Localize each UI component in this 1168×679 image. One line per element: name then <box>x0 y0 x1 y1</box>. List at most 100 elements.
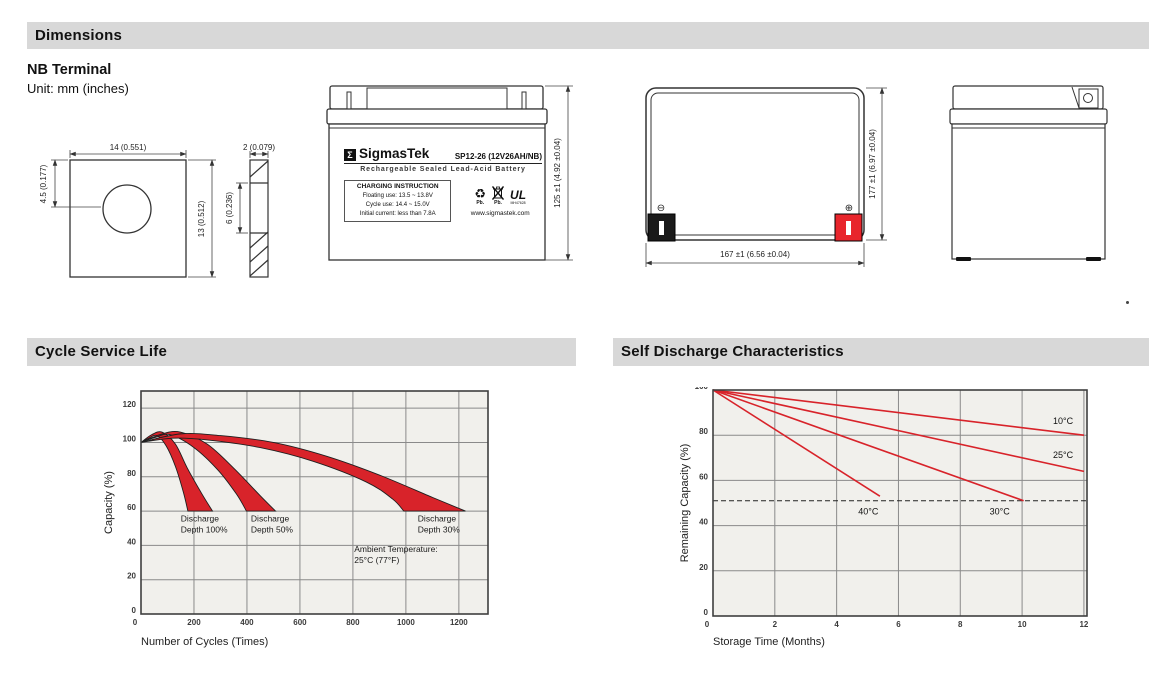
terminal-depth-dim: 6 (0.236) <box>225 192 234 224</box>
x-tick-label: 10 <box>1018 620 1027 629</box>
y-tick-label: 100 <box>695 387 709 391</box>
x-axis-title: Storage Time (Months) <box>713 636 825 648</box>
battery-depth-dim: 177 ±1 (6.97 ±0.04) <box>868 129 877 199</box>
x-tick-label: 6 <box>896 620 901 629</box>
charging-line: Initial current: less than 7.8A <box>359 211 436 218</box>
y-tick-label: 100 <box>123 434 137 443</box>
series-line <box>712 389 1085 436</box>
y-tick-label: 20 <box>127 572 136 581</box>
terminal-front-view <box>69 159 187 278</box>
grid <box>713 390 1087 616</box>
self-discharge-chart: 10°C 25°C 30°C 40°C 0 2 4 6 8 10 12 0 20 40 60 80 100 Sto… <box>650 382 1110 664</box>
unit-note: Unit: mm (inches) <box>27 81 129 96</box>
charging-instruction-title: CHARGING INSTRUCTION <box>356 182 439 190</box>
model-number: SP12-26 (12V26AH/NB) <box>454 151 542 161</box>
chart-annotation: 25°C (77°F) <box>354 555 399 565</box>
x-tick-label: 400 <box>240 618 254 627</box>
y-tick-label: 60 <box>127 503 136 512</box>
series-line <box>712 389 1085 473</box>
x-tick-label: 4 <box>834 620 839 629</box>
x-tick-label: 1200 <box>450 618 468 627</box>
discharge-band-1 <box>140 431 277 512</box>
battery-side-view <box>949 85 1108 261</box>
series-line <box>712 389 1024 502</box>
x-tick-label: 8 <box>958 620 963 629</box>
series-label: 25°C <box>1053 450 1074 460</box>
charging-line: Floating use: 13.5 ~ 13.8V <box>362 192 433 199</box>
cycle-life-chart: Discharge Depth 100% Discharge Depth 50% Dis… <box>100 387 530 664</box>
label-detail-row: CHARGING INSTRUCTION Floating use: 13.5 … <box>344 179 542 223</box>
y-tick-label: 0 <box>704 608 709 617</box>
y-axis-title: Remaining Capacity (%) <box>679 444 691 563</box>
y-tick-label: 40 <box>699 518 708 527</box>
terminal-hole-offset-dim: 4.5 (0.177) <box>39 164 48 203</box>
x-tick-label: 600 <box>293 618 307 627</box>
chart2-svg: 10°C 25°C 30°C 40°C 0 2 4 6 8 10 12 0 20 40 60 80 100 Sto… <box>679 382 1089 648</box>
battery-subtitle: Rechargeable Sealed Lead-Acid Battery <box>360 165 526 173</box>
y-tick-label: 80 <box>127 469 136 478</box>
x-tick-label: 0 <box>705 620 710 629</box>
chart-annotation: Depth 50% <box>251 524 293 534</box>
y-tick-label: 40 <box>127 537 136 546</box>
crossed-bin-pb-icon: Pb. <box>492 185 505 206</box>
series-label: 10°C <box>1053 416 1074 426</box>
y-tick-label: 60 <box>699 472 708 481</box>
series-line <box>712 389 881 497</box>
battery-height-dim: 125 ±1 (4.92 ±0.04) <box>553 138 562 208</box>
x-tick-label: 200 <box>187 618 201 627</box>
dimensions-section-header: Dimensions <box>27 22 1149 49</box>
chart-annotation: Discharge <box>181 513 220 523</box>
y-axis-title: Capacity (%) <box>103 471 115 534</box>
chart-annotation: Discharge <box>418 513 457 523</box>
y-tick-label: 20 <box>699 563 708 572</box>
charging-instruction-box: CHARGING INSTRUCTION Floating use: 13.5 … <box>344 179 452 223</box>
series-label: 40°C <box>858 506 879 516</box>
brand-name: SigmasTek <box>359 146 430 161</box>
chart-annotation: Depth 30% <box>418 524 460 534</box>
chart-annotation: Depth 100% <box>181 524 228 534</box>
sigma-logo: Σ <box>344 148 356 161</box>
series-label: 30°C <box>990 506 1011 516</box>
ul-mark-icon: UL MH47628 <box>510 188 527 205</box>
terminal-side-dimensions <box>236 151 269 234</box>
charging-line: Cycle use: 14.4 ~ 15.0V <box>365 201 430 208</box>
x-tick-label: 2 <box>773 620 778 629</box>
positive-symbol: ⊕ <box>845 203 853 214</box>
self-discharge-section-header: Self Discharge Characteristics <box>613 338 1149 366</box>
negative-symbol: ⊖ <box>657 203 665 214</box>
discharge-band-2 <box>140 433 466 512</box>
recycle-pb-icon: ♻ Pb. <box>474 185 487 206</box>
y-tick-label: 80 <box>699 427 708 436</box>
website-url: www.sigmastek.com <box>470 209 530 217</box>
battery-front-dimensions <box>545 85 573 261</box>
chart-annotation: Discharge <box>251 513 290 523</box>
y-tick-label: 120 <box>123 400 137 409</box>
terminal-type-title: NB Terminal <box>27 62 112 78</box>
cycle-life-section-header: Cycle Service Life <box>27 338 576 366</box>
terminal-width-dim: 14 (0.551) <box>110 143 147 152</box>
dimension-drawings: 14 (0.551) 4.5 (0.177) 13 (0.512) 2 (0.0… <box>39 85 1108 278</box>
battery-top-dimensions <box>645 87 887 267</box>
chart-annotation: Ambient Temperature: <box>354 544 437 554</box>
certification-icons: ♻ Pb. Pb. UL <box>458 185 542 206</box>
x-tick-label: 1000 <box>397 618 415 627</box>
recycle-icon: ♻ <box>474 185 487 201</box>
battery-label: Σ SigmasTek SP12-26 (12V26AH/NB) Recharg… <box>344 147 542 223</box>
battery-width-dim: 167 ±1 (6.56 ±0.04) <box>720 250 790 259</box>
label-icons-area: ♻ Pb. Pb. UL <box>458 185 542 217</box>
y-tick-label: 0 <box>132 606 137 615</box>
battery-top-view: ⊖ ⊕ <box>645 87 865 242</box>
stray-dot <box>1126 301 1129 304</box>
terminal-height-dim: 13 (0.512) <box>197 200 206 237</box>
battery-front-view <box>326 85 548 261</box>
terminal-front-dimensions <box>51 150 216 278</box>
x-tick-label: 12 <box>1079 620 1088 629</box>
terminal-side-view <box>249 159 269 278</box>
crossed-bin-icon <box>492 185 505 200</box>
x-tick-label: 800 <box>346 618 360 627</box>
x-axis-title: Number of Cycles (Times) <box>141 636 268 648</box>
x-tick-label: 0 <box>133 618 138 627</box>
label-brand-row: Σ SigmasTek SP12-26 (12V26AH/NB) <box>344 147 542 164</box>
terminal-thickness-dim: 2 (0.079) <box>243 143 275 152</box>
